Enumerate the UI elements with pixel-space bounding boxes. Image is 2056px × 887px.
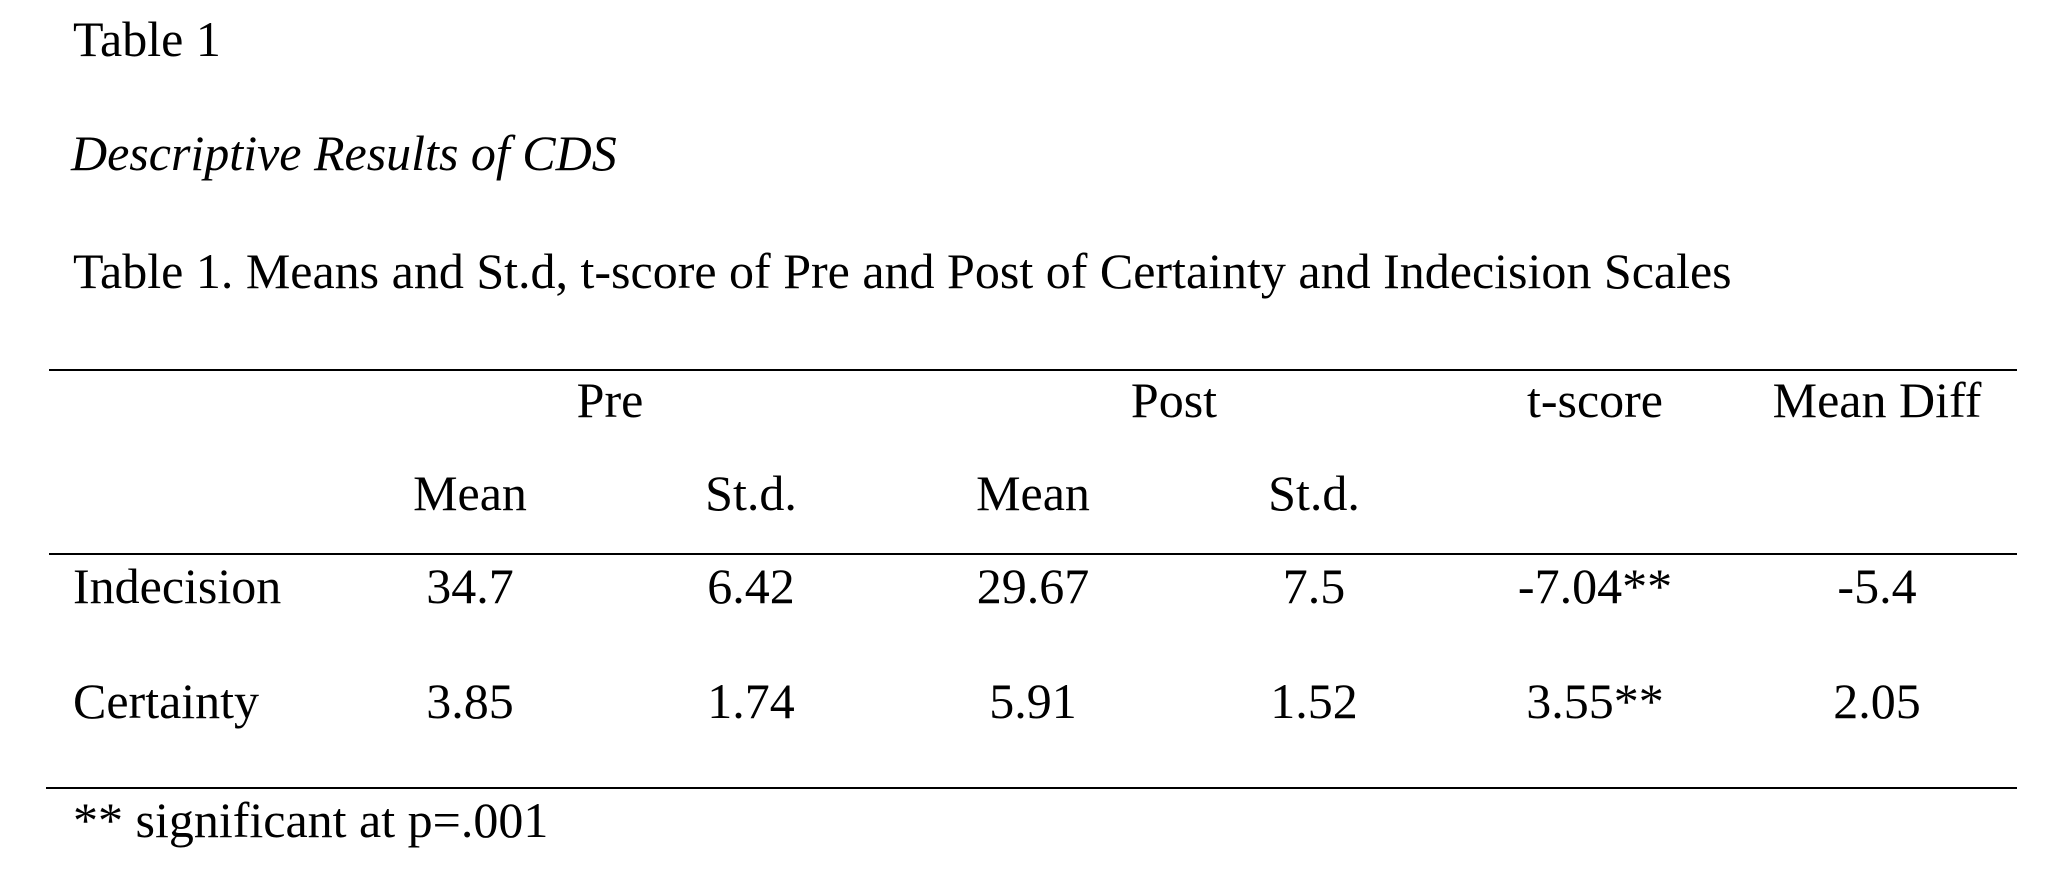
cell: 5.91	[989, 673, 1077, 729]
cell: 1.74	[707, 673, 795, 729]
table-caption: Table 1. Means and St.d, t-score of Pre …	[73, 243, 1732, 299]
group-header: Pre	[577, 372, 644, 428]
sub-header: Mean	[976, 465, 1090, 521]
cell: -5.4	[1837, 558, 1916, 614]
row-label: Certainty	[73, 673, 259, 729]
group-header: Post	[1131, 372, 1217, 428]
cell: 2.05	[1833, 673, 1921, 729]
cell: 1.52	[1270, 673, 1358, 729]
group-header: t-score	[1527, 372, 1663, 428]
cell: 7.5	[1283, 558, 1346, 614]
cell: 3.85	[426, 673, 514, 729]
cell: 29.67	[977, 558, 1090, 614]
table-subtitle: Descriptive Results of CDS	[70, 125, 617, 181]
group-header: Mean Diff	[1773, 372, 1982, 428]
footnote: ** significant at p=.001	[73, 792, 548, 848]
row-label: Indecision	[73, 558, 281, 614]
cell: 34.7	[426, 558, 514, 614]
cell: 3.55**	[1526, 673, 1664, 729]
sub-header: St.d.	[705, 465, 797, 521]
table-title: Table 1	[73, 11, 221, 67]
cell: 6.42	[707, 558, 795, 614]
cell: -7.04**	[1518, 558, 1672, 614]
sub-header: St.d.	[1268, 465, 1360, 521]
sub-header: Mean	[413, 465, 527, 521]
